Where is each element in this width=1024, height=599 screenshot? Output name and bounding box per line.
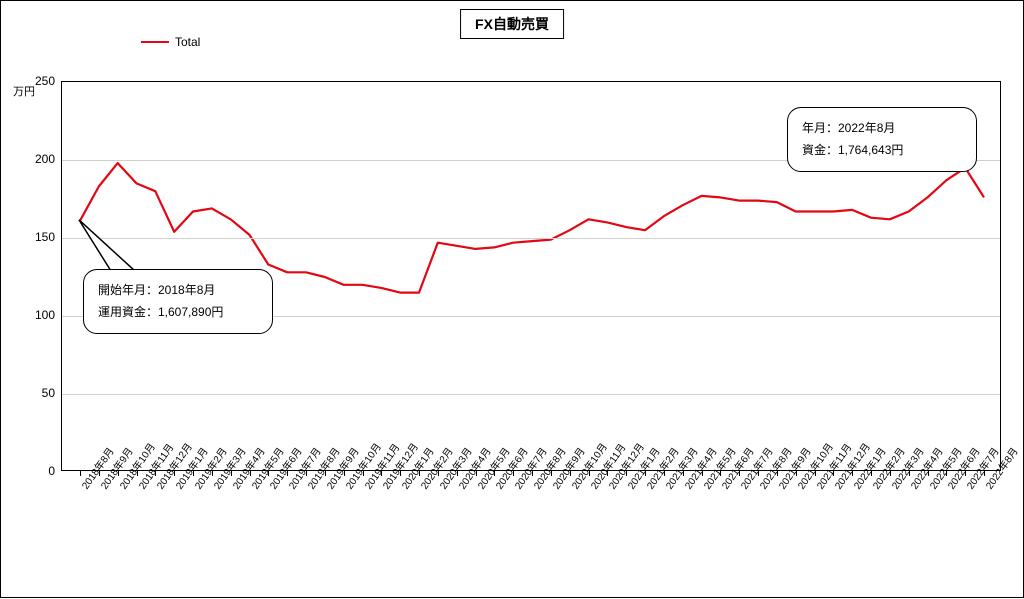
legend-swatch: [141, 41, 169, 43]
callout-latest: 年月：2022年8月 資金：1,764,643円: [787, 107, 977, 172]
y-tick-label: 200: [15, 152, 55, 166]
y-tick-label: 250: [15, 74, 55, 88]
y-tick-label: 150: [15, 230, 55, 244]
legend-label: Total: [175, 35, 200, 49]
y-tick-label: 50: [15, 386, 55, 400]
gridline: [62, 394, 1000, 395]
chart-container: FX自動売買 Total 万円 開始年月：2018年8月 運用資金：1,607,…: [0, 0, 1024, 598]
gridline: [62, 238, 1000, 239]
y-tick-label: 100: [15, 308, 55, 322]
callout-latest-line1: 年月：2022年8月: [802, 118, 962, 140]
callout-start-line2: 運用資金：1,607,890円: [98, 302, 258, 324]
y-tick-label: 0: [15, 464, 55, 478]
callout-latest-line2: 資金：1,764,643円: [802, 140, 962, 162]
callout-start-line1: 開始年月：2018年8月: [98, 280, 258, 302]
legend: Total: [141, 35, 200, 49]
chart-title: FX自動売買: [460, 9, 564, 39]
callout-start: 開始年月：2018年8月 運用資金：1,607,890円: [83, 269, 273, 334]
